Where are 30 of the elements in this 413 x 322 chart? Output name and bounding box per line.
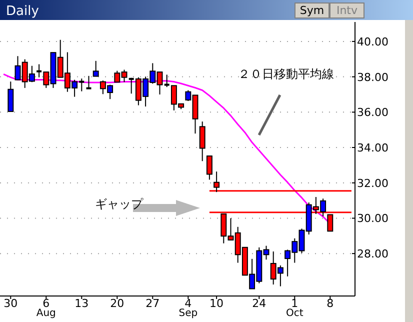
annotation: ２０日移動平均線 bbox=[238, 67, 334, 81]
annotation: Aug bbox=[36, 308, 56, 319]
x-tick-label: 4 bbox=[184, 297, 192, 310]
x-tick-label: 8 bbox=[326, 297, 334, 310]
y-tick-label: 40.00 bbox=[357, 35, 388, 48]
x-tick-label: 27 bbox=[146, 297, 160, 310]
x-tick-label: 24 bbox=[252, 297, 266, 310]
candlestick bbox=[8, 81, 14, 112]
x-tick-label: 30 bbox=[4, 297, 18, 310]
text: Sym bbox=[300, 4, 324, 17]
chart-title: Daily bbox=[6, 4, 40, 19]
candlestick bbox=[85, 75, 92, 90]
x-tick-label: 10 bbox=[210, 297, 224, 310]
candlestick bbox=[92, 60, 99, 77]
text: Intv bbox=[336, 4, 358, 17]
y-tick-label: 34.00 bbox=[357, 142, 388, 155]
annotation: Sep bbox=[178, 308, 198, 319]
x-tick-label: 20 bbox=[110, 297, 124, 310]
candlestick bbox=[199, 121, 206, 162]
y-tick-label: 30.00 bbox=[357, 212, 388, 226]
y-tick-label: 38.00 bbox=[357, 70, 388, 84]
y-tick-label: 28.00 bbox=[357, 248, 388, 261]
x-tick-label: 1 bbox=[291, 297, 298, 310]
annotation: Oct bbox=[286, 308, 304, 319]
candlestick bbox=[206, 155, 212, 180]
x-tick-label: 6 bbox=[42, 297, 50, 310]
annotation: ギャップ bbox=[95, 197, 144, 211]
x-tick-label: 13 bbox=[74, 297, 89, 310]
y-tick-label: 36.00 bbox=[357, 106, 388, 120]
y-tick-label: 32.00 bbox=[357, 176, 388, 190]
